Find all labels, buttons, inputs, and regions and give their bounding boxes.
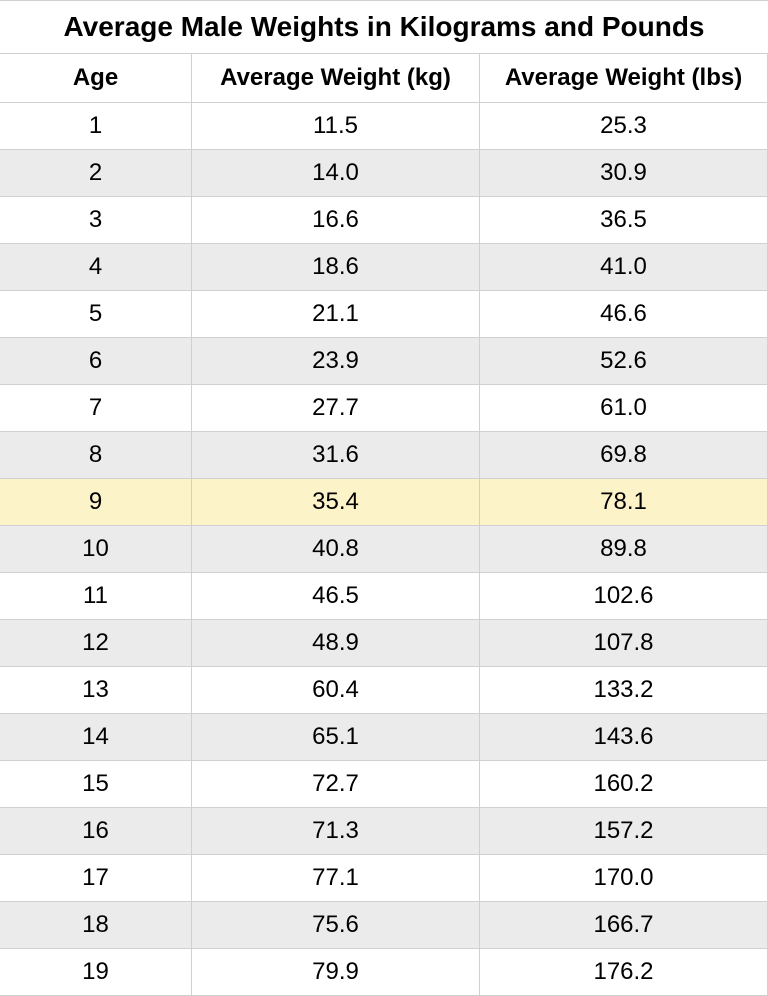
cell-lbs: 78.1 xyxy=(480,479,768,525)
cell-lbs: 69.8 xyxy=(480,432,768,478)
table-row: 521.146.6 xyxy=(0,291,768,338)
weights-table: Average Male Weights in Kilograms and Po… xyxy=(0,0,768,996)
table-row: 1671.3157.2 xyxy=(0,808,768,855)
cell-lbs: 143.6 xyxy=(480,714,768,760)
cell-kg: 21.1 xyxy=(192,291,480,337)
cell-age: 19 xyxy=(0,949,192,995)
table-row: 831.669.8 xyxy=(0,432,768,479)
cell-lbs: 46.6 xyxy=(480,291,768,337)
cell-age: 6 xyxy=(0,338,192,384)
cell-kg: 46.5 xyxy=(192,573,480,619)
cell-kg: 71.3 xyxy=(192,808,480,854)
cell-kg: 48.9 xyxy=(192,620,480,666)
cell-kg: 72.7 xyxy=(192,761,480,807)
cell-lbs: 160.2 xyxy=(480,761,768,807)
cell-lbs: 25.3 xyxy=(480,103,768,149)
table-row: 1146.5102.6 xyxy=(0,573,768,620)
cell-lbs: 166.7 xyxy=(480,902,768,948)
cell-kg: 77.1 xyxy=(192,855,480,901)
table-row: 935.478.1 xyxy=(0,479,768,526)
cell-age: 9 xyxy=(0,479,192,525)
header-age: Age xyxy=(0,54,192,102)
cell-age: 11 xyxy=(0,573,192,619)
cell-lbs: 176.2 xyxy=(480,949,768,995)
cell-lbs: 102.6 xyxy=(480,573,768,619)
header-kg: Average Weight (kg) xyxy=(192,54,480,102)
cell-kg: 14.0 xyxy=(192,150,480,196)
header-lbs: Average Weight (lbs) xyxy=(480,54,768,102)
cell-kg: 23.9 xyxy=(192,338,480,384)
cell-age: 16 xyxy=(0,808,192,854)
table-row: 1360.4133.2 xyxy=(0,667,768,714)
table-title: Average Male Weights in Kilograms and Po… xyxy=(0,0,768,54)
table-row: 111.525.3 xyxy=(0,103,768,150)
table-body: 111.525.3214.030.9316.636.5418.641.0521.… xyxy=(0,103,768,996)
cell-kg: 65.1 xyxy=(192,714,480,760)
cell-kg: 35.4 xyxy=(192,479,480,525)
cell-kg: 40.8 xyxy=(192,526,480,572)
cell-age: 13 xyxy=(0,667,192,713)
cell-age: 2 xyxy=(0,150,192,196)
cell-age: 14 xyxy=(0,714,192,760)
table-row: 1040.889.8 xyxy=(0,526,768,573)
table-row: 1248.9107.8 xyxy=(0,620,768,667)
cell-lbs: 30.9 xyxy=(480,150,768,196)
cell-lbs: 41.0 xyxy=(480,244,768,290)
table-row: 418.641.0 xyxy=(0,244,768,291)
table-row: 1572.7160.2 xyxy=(0,761,768,808)
cell-lbs: 89.8 xyxy=(480,526,768,572)
cell-kg: 18.6 xyxy=(192,244,480,290)
cell-lbs: 133.2 xyxy=(480,667,768,713)
table-row: 1465.1143.6 xyxy=(0,714,768,761)
cell-lbs: 170.0 xyxy=(480,855,768,901)
cell-lbs: 61.0 xyxy=(480,385,768,431)
cell-kg: 79.9 xyxy=(192,949,480,995)
cell-age: 3 xyxy=(0,197,192,243)
cell-age: 8 xyxy=(0,432,192,478)
cell-lbs: 52.6 xyxy=(480,338,768,384)
cell-age: 5 xyxy=(0,291,192,337)
cell-kg: 31.6 xyxy=(192,432,480,478)
table-row: 214.030.9 xyxy=(0,150,768,197)
table-row: 623.952.6 xyxy=(0,338,768,385)
table-row: 1875.6166.7 xyxy=(0,902,768,949)
cell-age: 4 xyxy=(0,244,192,290)
cell-age: 10 xyxy=(0,526,192,572)
cell-age: 12 xyxy=(0,620,192,666)
cell-age: 7 xyxy=(0,385,192,431)
table-row: 316.636.5 xyxy=(0,197,768,244)
cell-age: 17 xyxy=(0,855,192,901)
cell-kg: 75.6 xyxy=(192,902,480,948)
cell-lbs: 36.5 xyxy=(480,197,768,243)
cell-kg: 11.5 xyxy=(192,103,480,149)
cell-lbs: 157.2 xyxy=(480,808,768,854)
cell-kg: 16.6 xyxy=(192,197,480,243)
table-row: 1777.1170.0 xyxy=(0,855,768,902)
cell-age: 18 xyxy=(0,902,192,948)
table-header-row: Age Average Weight (kg) Average Weight (… xyxy=(0,54,768,103)
table-row: 727.761.0 xyxy=(0,385,768,432)
cell-age: 15 xyxy=(0,761,192,807)
cell-age: 1 xyxy=(0,103,192,149)
cell-kg: 27.7 xyxy=(192,385,480,431)
cell-lbs: 107.8 xyxy=(480,620,768,666)
cell-kg: 60.4 xyxy=(192,667,480,713)
table-row: 1979.9176.2 xyxy=(0,949,768,996)
